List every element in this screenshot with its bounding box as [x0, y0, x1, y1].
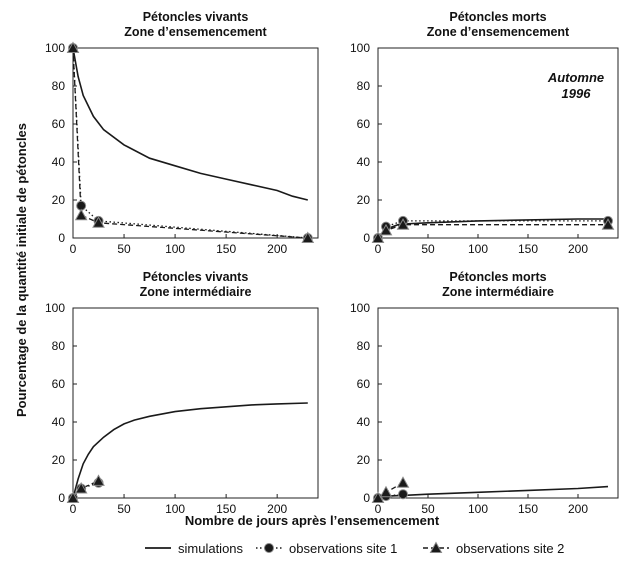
x-tick-label: 200 — [568, 502, 588, 516]
y-tick-label: 0 — [363, 231, 370, 245]
y-tick-label: 100 — [45, 41, 65, 55]
y-tick-label: 60 — [52, 377, 66, 391]
x-tick-label: 50 — [117, 502, 131, 516]
x-tick-label: 0 — [375, 242, 382, 256]
circle-marker — [264, 543, 274, 553]
series-line — [377, 218, 608, 239]
y-tick-label: 100 — [350, 301, 370, 315]
x-tick-label: 150 — [518, 242, 538, 256]
y-tick-label: 80 — [357, 339, 371, 353]
y-tick-label: 80 — [52, 79, 66, 93]
y-tick-label: 80 — [52, 339, 66, 353]
triangle-marker — [396, 218, 410, 230]
plot-frame — [72, 47, 319, 239]
y-tick-label: 40 — [52, 415, 66, 429]
chart-title: Zone intermédiaire — [442, 285, 554, 299]
triangle-marker — [371, 491, 385, 503]
chart-title: Zone d’ensemencement — [427, 25, 570, 39]
y-axis-label: Pourcentage de la quantité initiale de p… — [14, 123, 29, 417]
y-tick-label: 0 — [58, 231, 65, 245]
triangle-marker — [301, 231, 315, 243]
x-tick-label: 150 — [216, 242, 236, 256]
y-tick-label: 40 — [357, 155, 371, 169]
x-tick-label: 100 — [468, 242, 488, 256]
plot-frame — [377, 307, 619, 499]
annotation-text: 1996 — [562, 86, 592, 101]
plot-frame — [72, 307, 319, 499]
series-line — [377, 224, 608, 239]
series-line — [72, 47, 308, 201]
chart-title: Pétoncles vivants — [143, 270, 249, 284]
legend-label: observations site 2 — [456, 541, 564, 556]
triangle-marker — [379, 223, 393, 236]
legend-item: simulations — [145, 541, 244, 556]
annotation-text: Automne — [547, 70, 604, 85]
triangle-marker — [601, 218, 615, 230]
triangle-marker — [66, 491, 80, 503]
x-tick-label: 100 — [165, 502, 185, 516]
triangle-marker — [74, 481, 88, 494]
x-tick-label: 0 — [375, 502, 382, 516]
triangle-marker — [396, 476, 410, 488]
x-tick-label: 50 — [421, 242, 435, 256]
series-line — [377, 485, 609, 499]
y-tick-label: 80 — [357, 79, 371, 93]
triangle-marker — [429, 541, 443, 553]
legend-item: observations site 1 — [256, 541, 397, 556]
y-tick-label: 20 — [52, 453, 66, 467]
triangle-marker — [92, 216, 105, 228]
legend: simulations observations site 1 observatio… — [145, 541, 564, 556]
triangle-marker — [379, 485, 393, 498]
x-tick-label: 100 — [165, 242, 185, 256]
x-tick-label: 100 — [468, 502, 488, 516]
chart-title: Zone intermédiaire — [140, 285, 252, 299]
series-line — [72, 402, 308, 499]
chart-title: Zone d’ensemencement — [124, 25, 267, 39]
legend-label: observations site 1 — [289, 541, 397, 556]
x-axis-label: Nombre de jours après l’ensemencement — [185, 513, 440, 528]
x-tick-label: 50 — [117, 242, 131, 256]
y-tick-label: 60 — [357, 377, 371, 391]
triangle-marker — [371, 231, 385, 243]
y-tick-label: 60 — [357, 117, 371, 131]
triangle-marker — [74, 208, 88, 221]
x-tick-label: 50 — [421, 502, 435, 516]
x-tick-label: 200 — [267, 242, 287, 256]
chart-title: Pétoncles vivants — [143, 10, 249, 24]
y-tick-label: 100 — [45, 301, 65, 315]
y-tick-label: 20 — [52, 193, 66, 207]
y-tick-label: 60 — [52, 117, 66, 131]
y-tick-label: 20 — [357, 193, 371, 207]
legend-label: simulations — [178, 541, 244, 556]
y-tick-label: 40 — [52, 155, 66, 169]
y-tick-label: 0 — [58, 491, 65, 505]
circle-marker — [398, 489, 408, 500]
series-line — [72, 47, 308, 239]
series-line — [72, 47, 308, 239]
plot-frame — [377, 47, 619, 239]
y-tick-label: 100 — [350, 41, 370, 55]
legend-item: observations site 2 — [423, 541, 564, 556]
triangle-marker — [92, 474, 105, 486]
x-tick-label: 0 — [70, 502, 77, 516]
y-tick-label: 0 — [363, 491, 370, 505]
chart-title: Pétoncles morts — [449, 270, 546, 284]
y-tick-label: 20 — [357, 453, 371, 467]
x-tick-label: 150 — [216, 502, 236, 516]
x-tick-label: 200 — [568, 242, 588, 256]
triangle-marker — [66, 41, 80, 53]
chart-title: Pétoncles morts — [449, 10, 546, 24]
x-tick-label: 150 — [518, 502, 538, 516]
x-tick-label: 0 — [70, 242, 77, 256]
y-tick-label: 40 — [357, 415, 371, 429]
x-tick-label: 200 — [267, 502, 287, 516]
